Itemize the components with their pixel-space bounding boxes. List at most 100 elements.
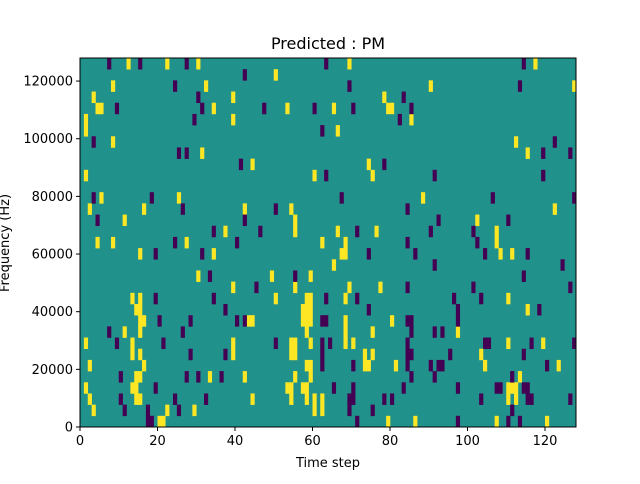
heatmap-cell-high — [351, 337, 356, 350]
heatmap-cell-high — [506, 393, 511, 405]
heatmap-cell-high — [510, 248, 515, 260]
heatmap-cell-low — [293, 270, 298, 282]
heatmap-cell-low — [486, 337, 492, 350]
heatmap-cell-low — [568, 393, 573, 405]
heatmap-cell-high — [541, 337, 546, 350]
heatmap-cell-low — [455, 415, 461, 428]
heatmap-cell-high — [122, 214, 127, 227]
heatmap-cell-high — [533, 58, 538, 70]
heatmap-background — [80, 58, 576, 427]
heatmap-cell-high — [382, 91, 387, 104]
heatmap-cell-low — [572, 337, 577, 350]
heatmap-cell-high — [122, 326, 127, 338]
heatmap-cell-high — [273, 292, 278, 305]
heatmap-cell-high — [99, 192, 104, 204]
heatmap-cell-low — [176, 147, 182, 159]
heatmap-cell-high — [83, 337, 89, 350]
heatmap-cell-low — [510, 371, 515, 383]
heatmap-cell-low — [91, 136, 96, 148]
heatmap-cell-high — [300, 315, 306, 327]
heatmap-cell-high — [335, 225, 340, 238]
heatmap-cell-high — [304, 326, 309, 338]
heatmap-cell-high — [525, 304, 530, 316]
heatmap-cell-high — [83, 125, 89, 137]
heatmap-cell-low — [107, 326, 112, 338]
heatmap-cell-low — [529, 337, 534, 350]
heatmap-cell-low — [211, 225, 216, 238]
heatmap-cell-high — [211, 102, 216, 115]
heatmap-cell-low — [211, 292, 216, 305]
heatmap-cell-low — [184, 58, 189, 70]
heatmap-cell-low — [118, 393, 123, 405]
heatmap-cell-low — [471, 225, 476, 238]
heatmap-cell-low — [200, 248, 205, 260]
heatmap-cell-low — [347, 393, 352, 405]
heatmap-cell-high — [138, 348, 143, 361]
heatmap-cell-high — [308, 270, 313, 282]
heatmap-cell-low — [521, 348, 526, 361]
heatmap-cell-high — [304, 382, 309, 394]
heatmap-cell-low — [483, 248, 488, 260]
heatmap-cell-high — [374, 225, 379, 238]
heatmap-cell-low — [455, 315, 461, 327]
heatmap-cell-high — [157, 415, 162, 428]
heatmap-cell-high — [308, 371, 313, 383]
heatmap-cell-low — [324, 292, 329, 305]
x-tick-label: 0 — [76, 434, 84, 449]
heatmap-cell-high — [475, 214, 480, 227]
heatmap-cell-low — [409, 102, 414, 115]
heatmap-cell-high — [111, 136, 116, 148]
heatmap-cell-high — [192, 404, 197, 417]
heatmap-cell-high — [506, 337, 511, 350]
heatmap-cell-high — [138, 393, 143, 405]
heatmap-cell-high — [289, 393, 294, 405]
heatmap-cell-high — [91, 91, 96, 104]
plot-frame — [79, 57, 577, 428]
heatmap-cell-high — [378, 281, 383, 294]
heatmap-cell-low — [91, 192, 96, 204]
heatmap-cell-high — [343, 292, 348, 305]
heatmap-cell-high — [207, 371, 213, 383]
heatmap-cell-high — [138, 304, 143, 316]
heatmap-cell-low — [351, 359, 356, 372]
heatmap-cell-low — [235, 315, 240, 327]
heatmap-cell-high — [293, 225, 298, 238]
heatmap-cell-low — [452, 292, 457, 305]
heatmap-cell-high — [304, 315, 309, 327]
heatmap-cell-low — [428, 225, 433, 238]
heatmap-cell-low — [192, 113, 197, 126]
heatmap-cell-low — [436, 214, 441, 227]
heatmap-cell-low — [432, 326, 437, 338]
heatmap-cell-high — [370, 326, 375, 338]
heatmap-cell-high — [312, 404, 317, 417]
heatmap-cell-low — [525, 382, 530, 394]
heatmap-cell-low — [161, 337, 166, 350]
heatmap-cell-low — [331, 382, 337, 394]
heatmap-cell-high — [204, 80, 209, 92]
heatmap-cell-high — [269, 270, 275, 282]
heatmap-cell-low — [173, 236, 178, 249]
x-tick-label: 40 — [227, 434, 244, 449]
heatmap-cell-high — [273, 69, 278, 81]
x-tick-label: 60 — [304, 434, 321, 449]
heatmap-cell-low — [351, 382, 356, 394]
heatmap-cell-low — [366, 248, 371, 260]
heatmap-cell-high — [83, 382, 89, 394]
heatmap-cell-low — [432, 169, 437, 182]
heatmap-cell-low — [184, 147, 189, 159]
heatmap-cell-high — [138, 371, 143, 383]
heatmap-cell-low — [521, 382, 526, 394]
heatmap-cell-low — [176, 404, 182, 417]
heatmap-cell-low — [409, 371, 414, 383]
heatmap-cell-low — [324, 315, 329, 327]
heatmap-cell-low — [114, 337, 120, 350]
heatmap-cell-high — [347, 58, 352, 70]
heatmap-cell-low — [122, 404, 127, 417]
heatmap-cell-low — [223, 348, 228, 361]
heatmap-cell-low — [409, 326, 414, 338]
heatmap-cell-high — [231, 348, 236, 361]
heatmap-cell-low — [506, 415, 511, 428]
heatmap-cell-high — [304, 359, 309, 372]
heatmap-cell-low — [521, 270, 526, 282]
heatmap-cell-high — [308, 359, 313, 372]
